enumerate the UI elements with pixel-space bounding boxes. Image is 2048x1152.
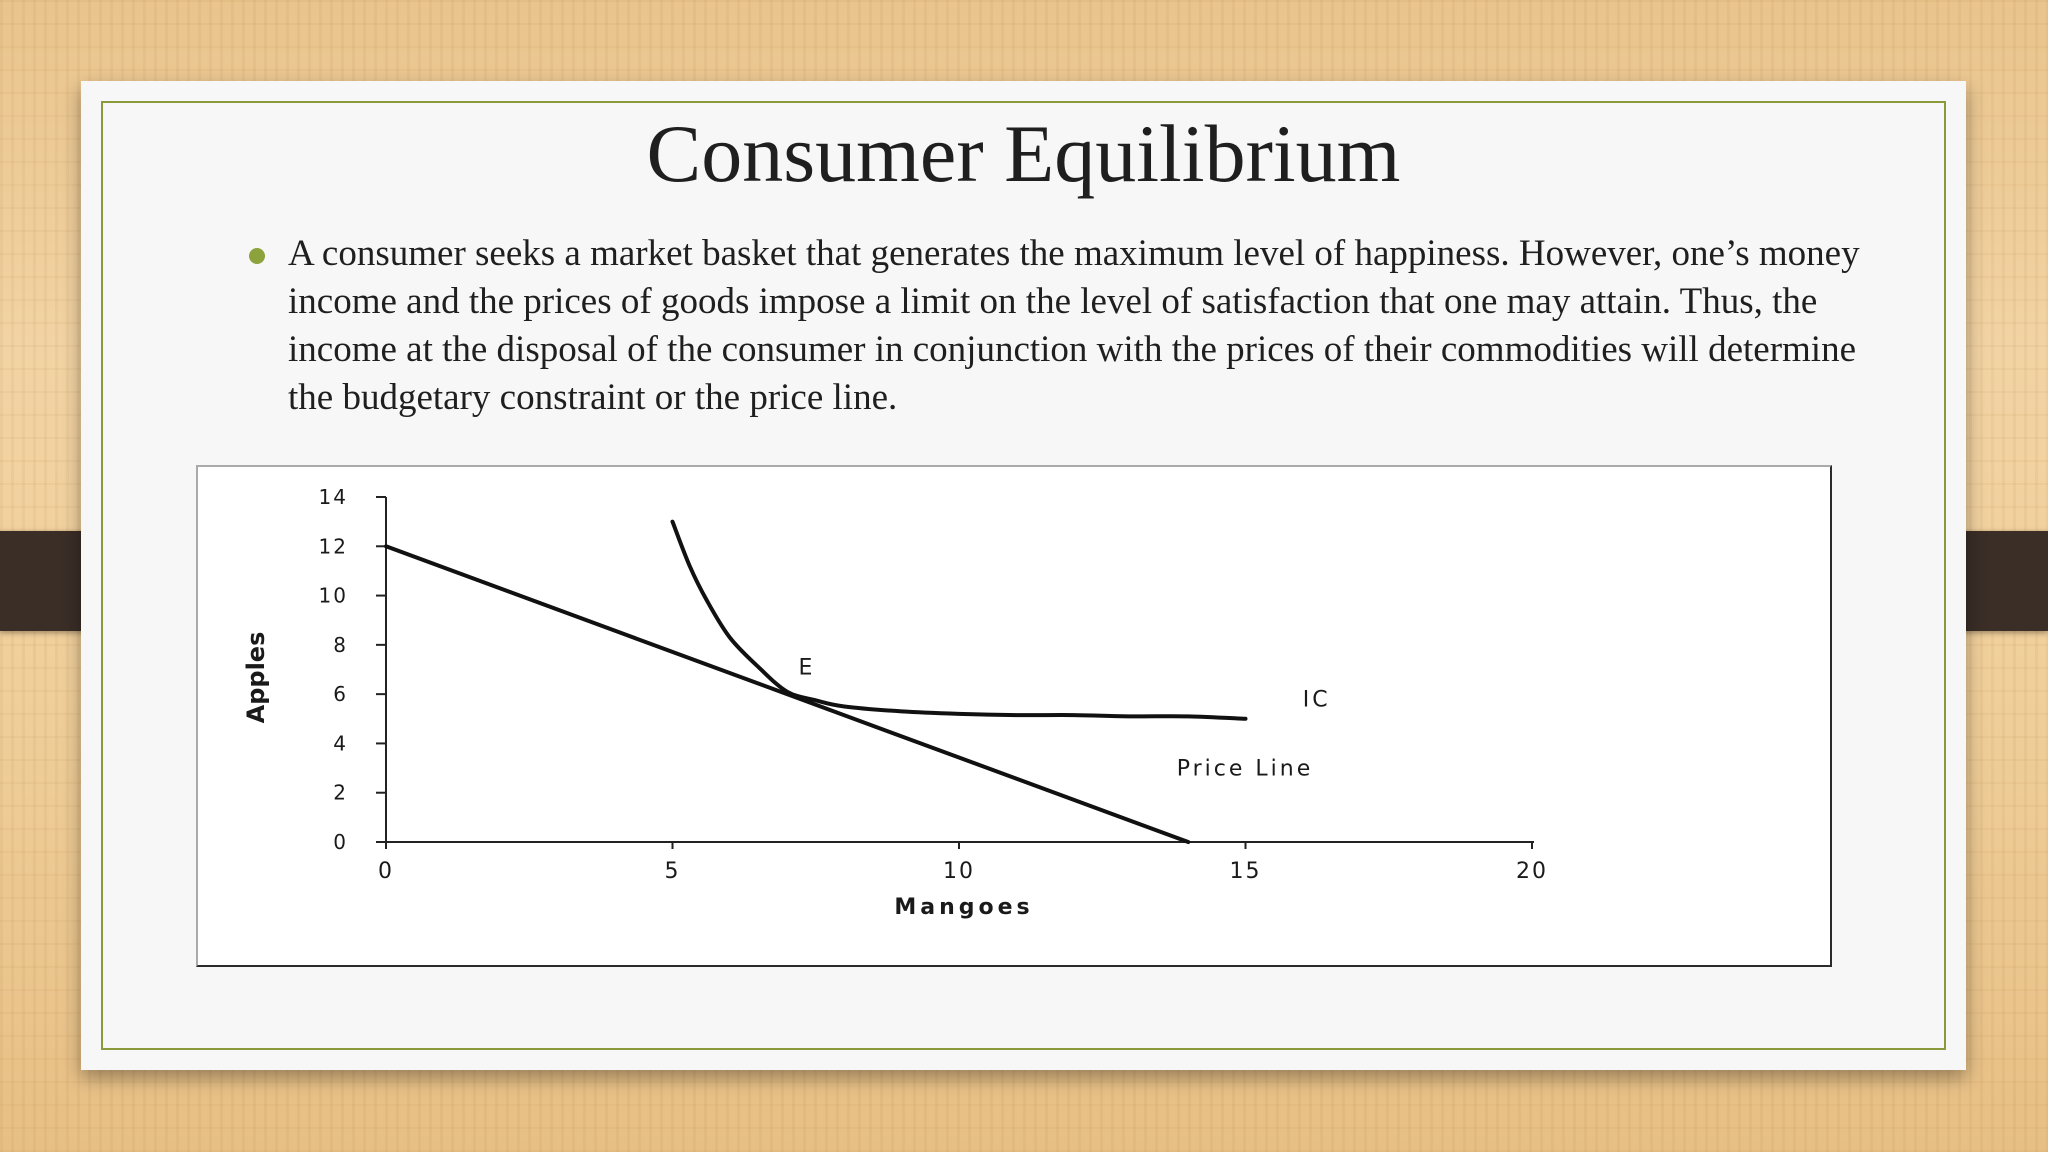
chart-panel: 0 5 10 15 20 0 2 4 6 8 10 12 14 E IC Price Line Mangoes… [196, 465, 1832, 967]
x-tick-label: 20 [1516, 859, 1548, 884]
x-tick-label: 10 [943, 859, 975, 884]
ticks: 0 5 10 15 20 0 2 4 6 8 10 12 14 [319, 485, 1548, 884]
labels: E IC Price Line Mangoes Apples [242, 632, 1331, 920]
y-tick-label: 8 [333, 633, 348, 657]
y-tick-label: 2 [333, 781, 348, 805]
y-tick-label: 4 [333, 731, 348, 755]
ic-series-line [670, 519, 1248, 721]
annotation-price-line: Price Line [1177, 756, 1314, 781]
y-tick-label: 10 [319, 584, 348, 608]
bullet-text: A consumer seeks a market basket that ge… [288, 233, 1860, 418]
annotation-e: E [799, 655, 816, 680]
x-axis-label: Mangoes [894, 895, 1033, 920]
slide-border [101, 101, 1946, 1050]
x-tick-label: 0 [378, 859, 394, 884]
y-tick-label: 12 [319, 534, 348, 558]
x-tick-label: 15 [1230, 859, 1262, 884]
price-line-series-line [384, 544, 1191, 844]
axes [385, 497, 1534, 843]
slide-title: Consumer Equilibrium [646, 108, 1401, 199]
annotation-ic: IC [1303, 687, 1331, 712]
series [384, 519, 1248, 844]
y-tick-label: 6 [333, 682, 348, 706]
bullet-dot-icon [249, 248, 265, 264]
slide: Consumer Equilibrium A consumer seeks a … [81, 81, 1966, 1070]
y-tick-label: 0 [333, 830, 348, 854]
x-tick-label: 5 [665, 859, 681, 884]
y-axis-label: Apples [242, 632, 270, 724]
y-tick-label: 14 [319, 485, 348, 509]
consumer-equilibrium-chart: 0 5 10 15 20 0 2 4 6 8 10 12 14 E IC Price Line Mangoes… [242, 485, 1548, 920]
